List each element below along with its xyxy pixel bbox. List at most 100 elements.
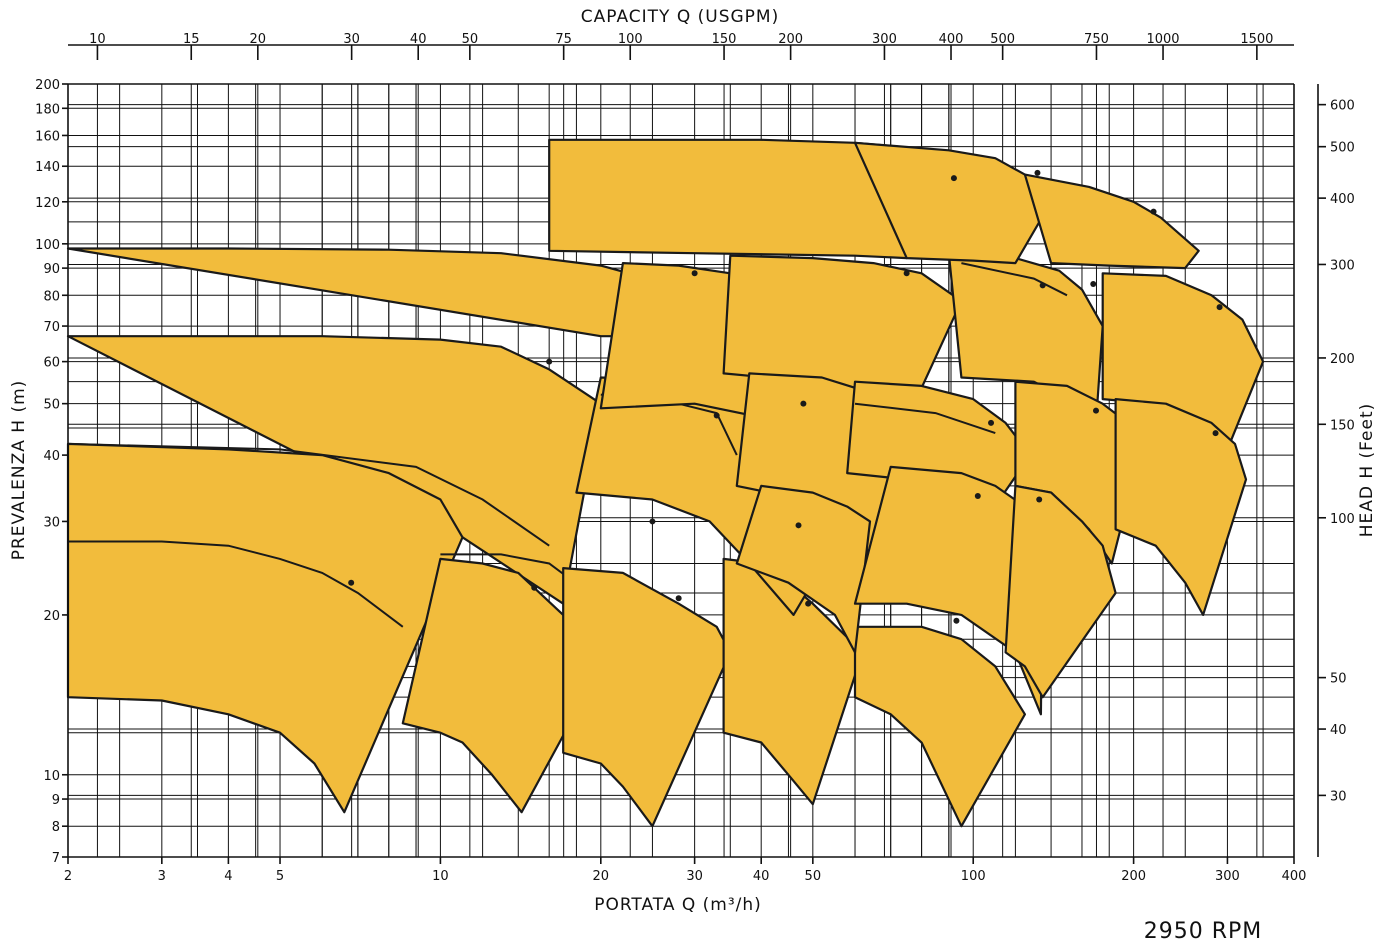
y-tick-label: 10 <box>43 769 60 784</box>
right-tick-label: 500 <box>1330 141 1355 156</box>
top-tick-label: 750 <box>1084 32 1109 47</box>
right-tick-label: 50 <box>1330 672 1347 687</box>
bep-point <box>691 270 698 277</box>
bep-point <box>795 522 802 529</box>
pump-zone <box>735 484 872 654</box>
x-tick-label: 30 <box>686 869 703 884</box>
bep-point <box>675 595 682 602</box>
y-tick-label: 9 <box>52 793 60 808</box>
y-tick-label: 8 <box>52 820 60 835</box>
right-tick-label: 400 <box>1330 192 1355 207</box>
bep-point <box>1093 407 1100 414</box>
bep-point <box>546 358 553 365</box>
y-tick-label: 80 <box>43 289 60 304</box>
y-tick-label: 160 <box>35 129 60 144</box>
right-tick-label: 30 <box>1330 789 1347 804</box>
y-tick-label: 70 <box>43 320 60 335</box>
top-tick-label: 150 <box>712 32 737 47</box>
top-tick-label: 200 <box>778 32 803 47</box>
pump-zone <box>853 465 1044 716</box>
bep-point <box>805 600 812 607</box>
axes: 2 3 4 5 10 20 30 40 50 100 200 300 400 7 8 9 10 20 30 40 50 6… <box>35 32 1355 884</box>
bep-point <box>1216 304 1223 311</box>
y-tick-label: 30 <box>43 515 60 530</box>
y-tick-label: 140 <box>35 160 60 175</box>
bep-point <box>348 579 355 586</box>
y-tick-label: 50 <box>43 398 60 413</box>
right-tick-label: 600 <box>1330 99 1355 114</box>
x-tick-label: 2 <box>64 869 72 884</box>
x-tick-label: 400 <box>1282 869 1307 884</box>
top-axis-title: CAPACITY Q (USGPM) <box>581 7 779 27</box>
x-tick-label: 50 <box>805 869 822 884</box>
top-tick-label: 1000 <box>1146 32 1179 47</box>
pump-zone <box>562 567 732 828</box>
x-tick-label: 40 <box>753 869 770 884</box>
top-tick-label: 20 <box>250 32 267 47</box>
top-tick-label: 400 <box>939 32 964 47</box>
y-tick-label: 7 <box>52 851 60 866</box>
top-tick-label: 10 <box>89 32 106 47</box>
bep-point <box>1090 281 1097 288</box>
top-tick-label: 30 <box>343 32 360 47</box>
bep-point <box>531 584 538 591</box>
pump-zone <box>401 557 602 814</box>
pump-zone <box>1004 484 1117 699</box>
y-tick-label: 40 <box>43 449 60 464</box>
pump-curve <box>67 442 550 547</box>
bep-point <box>903 270 910 277</box>
x-tick-label: 3 <box>158 869 166 884</box>
bep-point <box>1034 169 1041 176</box>
bep-point <box>800 400 807 407</box>
top-tick-label: 500 <box>990 32 1015 47</box>
bep-point <box>1039 282 1046 289</box>
y-tick-label: 60 <box>43 356 60 371</box>
right-tick-label: 200 <box>1330 352 1355 367</box>
x-axis-label: PORTATA Q (m³/h) <box>594 895 762 915</box>
top-tick-label: 15 <box>183 32 200 47</box>
y-tick-label: 90 <box>43 262 60 277</box>
top-tick-label: 40 <box>410 32 427 47</box>
pump-zone <box>1023 173 1200 270</box>
bep-point <box>1212 430 1219 437</box>
pump-curve <box>68 540 404 628</box>
top-tick-label: 300 <box>872 32 897 47</box>
bep-point <box>950 175 957 182</box>
pump-zone <box>947 252 1104 424</box>
x-tick-label: 300 <box>1215 869 1240 884</box>
pump-zone <box>853 625 1026 828</box>
y-axis-label: PREVALENZA H (m) <box>9 380 29 561</box>
bep-point <box>649 518 656 525</box>
right-tick-label: 150 <box>1330 418 1355 433</box>
right-tick-label: 300 <box>1330 258 1355 273</box>
right-axis-label: HEAD H (Feet) <box>1357 403 1377 538</box>
x-tick-label: 20 <box>593 869 610 884</box>
pump-zone <box>66 442 464 814</box>
rpm-annotation: 2950 RPM <box>1144 919 1263 944</box>
y-tick-label: 20 <box>43 609 60 624</box>
pump-curve <box>854 402 996 435</box>
top-tick-label: 50 <box>462 32 479 47</box>
right-tick-label: 40 <box>1330 723 1347 738</box>
bep-point <box>988 419 995 426</box>
bep-point <box>974 492 981 499</box>
y-tick-label: 180 <box>35 102 60 117</box>
top-tick-label: 1500 <box>1240 32 1273 47</box>
bep-point <box>713 412 720 419</box>
x-tick-label: 200 <box>1121 869 1146 884</box>
right-tick-label: 100 <box>1330 512 1355 527</box>
bep-point <box>1150 208 1157 215</box>
x-tick-label: 100 <box>961 869 986 884</box>
x-tick-label: 4 <box>224 869 232 884</box>
x-tick-label: 10 <box>432 869 449 884</box>
y-tick-label: 100 <box>35 238 60 253</box>
y-tick-label: 120 <box>35 196 60 211</box>
top-tick-label: 75 <box>555 32 572 47</box>
top-tick-label: 100 <box>618 32 643 47</box>
y-tick-label: 200 <box>35 78 60 93</box>
bep-point <box>953 617 960 624</box>
x-tick-label: 5 <box>276 869 284 884</box>
pump-curve <box>961 262 1068 297</box>
pump-zones <box>66 138 1265 828</box>
